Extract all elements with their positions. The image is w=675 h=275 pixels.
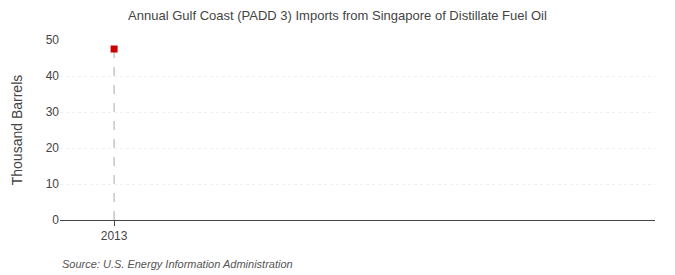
- svg-text:30: 30: [46, 105, 60, 119]
- svg-text:Annual Gulf Coast (PADD 3) Imp: Annual Gulf Coast (PADD 3) Imports from …: [128, 8, 547, 23]
- svg-text:20: 20: [46, 141, 60, 155]
- svg-text:40: 40: [46, 69, 60, 83]
- svg-text:10: 10: [46, 177, 60, 191]
- svg-text:2013: 2013: [101, 229, 128, 243]
- svg-text:Source: U.S. Energy Informatio: Source: U.S. Energy Information Administ…: [62, 258, 293, 270]
- svg-text:50: 50: [46, 33, 60, 47]
- svg-text:Thousand Barrels: Thousand Barrels: [9, 75, 25, 186]
- svg-text:0: 0: [52, 213, 59, 227]
